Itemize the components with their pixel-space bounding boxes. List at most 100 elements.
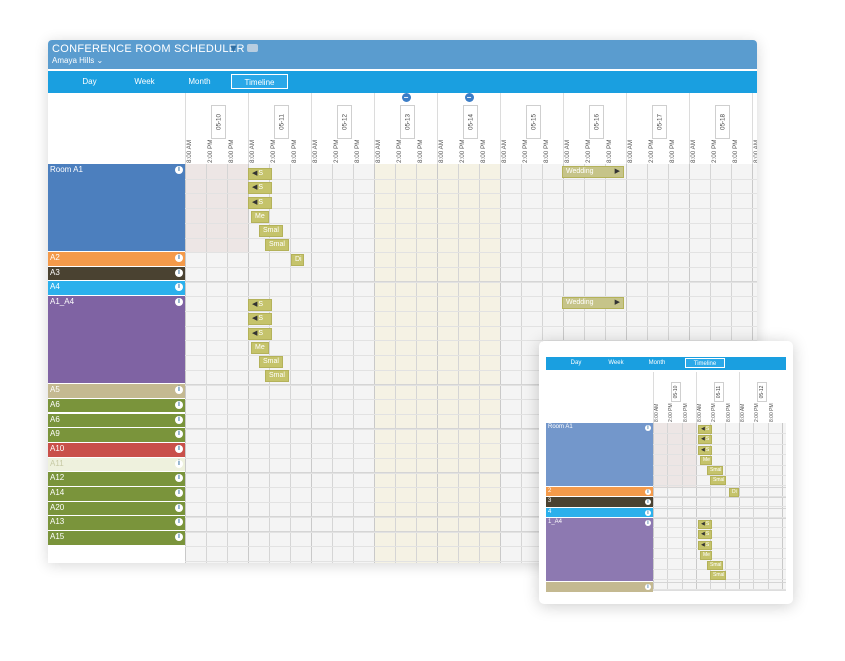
tab-day[interactable]: Day [570,360,582,366]
info-icon[interactable]: i [175,489,183,497]
event-block[interactable]: Di [729,488,739,497]
event-block[interactable]: Smal [259,356,283,369]
mini-view-tabs: Day Week Month Timeline [546,357,786,370]
room-label[interactable]: A14 i [48,487,185,502]
event-block[interactable]: ◀S [698,435,712,444]
time-slot-label: 8:00 AM [627,139,634,163]
room-name: Room A1 [548,424,573,430]
info-icon[interactable]: i [175,474,183,483]
info-icon[interactable]: i [645,425,651,431]
info-icon[interactable]: i [175,415,183,424]
event-block[interactable]: ◀S [698,520,712,530]
event-block[interactable]: ◀S [698,446,712,455]
info-icon[interactable]: i [645,584,651,591]
info-icon[interactable]: i [175,386,183,395]
event-block[interactable]: Me [700,551,712,561]
info-icon[interactable]: i [175,254,183,262]
event-title: S [705,426,710,432]
tab-day[interactable]: Day [82,77,97,86]
event-block[interactable]: Smal [259,225,283,237]
location-selector[interactable]: Amaya Hills ⌄ [52,56,103,65]
date-label: 05-17 [652,105,668,139]
room-label[interactable]: A1_A4 i [48,296,185,385]
event-wedding[interactable]: Wedding ▶ [562,297,624,310]
time-slot-label: 2:00 PM [711,139,718,163]
room-label[interactable]: A4 i [48,281,185,297]
event-block[interactable]: Me [251,211,269,223]
event-block[interactable]: Di [291,254,304,266]
info-icon[interactable]: i [175,283,183,292]
info-icon[interactable]: i [175,298,183,307]
event-block[interactable]: ◀S [248,182,272,194]
grid-row-line [653,487,786,488]
info-icon[interactable]: i [175,430,183,439]
event-block[interactable]: ◀S [698,541,712,551]
event-block[interactable]: Smal [707,466,723,475]
day-divider [689,93,690,164]
event-block[interactable]: Smal [265,370,289,383]
info-icon[interactable]: i [645,489,651,495]
event-block[interactable]: Me [251,342,269,355]
room-label[interactable]: A20 i [48,501,185,517]
info-icon[interactable]: i [645,520,651,527]
room-label[interactable]: A6 i [48,413,185,429]
room-label[interactable]: A3 i [48,266,185,282]
funnel-icon[interactable]: ▼ [228,43,239,55]
room-label[interactable]: A12 i [48,472,185,487]
event-block[interactable]: ◀S [248,313,272,326]
room-label[interactable]: A9 i [48,428,185,443]
room-label[interactable]: i [546,582,653,593]
event-block[interactable]: ◀S [248,168,272,180]
event-block[interactable]: ◀S [698,530,712,540]
event-block[interactable]: ◀S [248,328,272,341]
room-label[interactable]: A6 i [48,398,185,414]
info-icon[interactable]: i [175,444,183,453]
room-label[interactable]: A11 i [48,457,185,473]
event-block[interactable]: ◀S [248,197,272,209]
event-block[interactable]: ◀S [698,425,712,434]
info-icon[interactable]: i [175,166,183,174]
room-label[interactable]: A15 i [48,531,185,546]
grid-column-line [353,164,354,563]
left-arrow-icon: ◀ [701,436,705,442]
event-title: Smal [713,572,725,579]
date-label: 05-11 [714,382,725,402]
info-icon[interactable]: i [175,518,183,527]
room-label[interactable]: 1_A4 i [546,518,653,583]
date-text: 05-17 [656,113,664,131]
info-icon[interactable]: i [175,503,183,512]
tab-month[interactable]: Month [648,360,666,366]
comment-icon[interactable] [247,44,258,52]
collapse-minus-icon[interactable]: − [401,93,411,102]
tab-month[interactable]: Month [188,77,211,86]
room-label[interactable]: Room A1 i [48,164,185,252]
info-icon[interactable]: i [645,509,651,516]
collapse-minus-icon[interactable]: − [464,93,474,102]
time-slot-label: 2:00 PM [459,139,466,163]
info-icon[interactable]: i [645,499,651,506]
event-block[interactable]: Smal [710,476,726,485]
event-block[interactable]: Me [700,456,712,465]
room-label[interactable]: A5 i [48,384,185,399]
info-icon[interactable]: i [175,459,183,468]
room-label[interactable]: A10 i [48,442,185,458]
mini-timeline-grid[interactable] [653,423,786,591]
tab-timeline[interactable]: Timeline [231,74,288,89]
tab-week[interactable]: Week [608,360,624,366]
event-wedding[interactable]: Wedding ▶ [562,166,624,178]
tab-week[interactable]: Week [134,77,155,86]
event-block[interactable]: Smal [707,561,723,571]
room-label[interactable]: A13 i [48,516,185,532]
info-icon[interactable]: i [175,268,183,277]
room-label[interactable]: A2 i [48,252,185,267]
tab-timeline[interactable]: Timeline [685,358,725,368]
event-block[interactable]: ◀S [248,299,272,312]
info-icon[interactable]: i [175,533,183,542]
event-block[interactable]: Smal [710,571,726,581]
room-label[interactable]: Room A1 i [546,423,653,487]
event-block[interactable]: Smal [265,239,289,251]
info-icon[interactable]: i [175,400,183,409]
